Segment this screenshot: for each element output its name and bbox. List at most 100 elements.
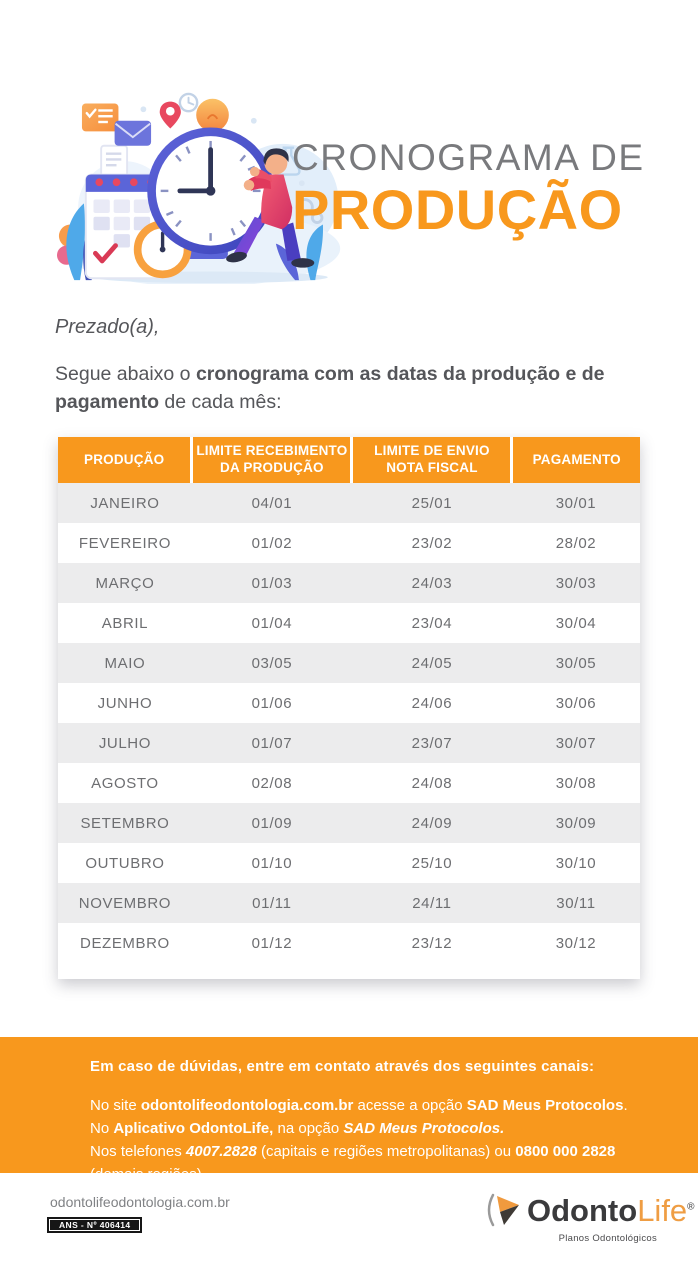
table-row: MARÇO 01/03 24/03 30/03 [58,563,640,603]
intro-text: Segue abaixo o cronograma com as datas d… [55,360,655,416]
date-cell: 30/01 [555,494,597,512]
date-cell: 01/12 [251,934,293,952]
date-cell: 04/01 [251,494,293,512]
paper-icon [100,144,129,180]
date-cell: 23/07 [411,734,453,752]
date-cell: 24/09 [411,814,453,832]
month-cell: SETEMBRO [80,814,170,832]
month-cell: FEVEREIRO [78,534,171,552]
contact-info-box: Em caso de dúvidas, entre em contato atr… [0,1037,698,1183]
date-cell: 23/04 [411,614,453,632]
date-cell: 30/04 [555,614,597,632]
clock-icon [147,127,274,255]
date-cell: 01/11 [252,894,292,912]
date-cell: 23/02 [411,534,453,552]
date-cell: 28/02 [555,534,597,552]
map-pin-icon [159,101,181,129]
table-row: NOVEMBRO 01/11 24/11 30/11 [58,883,640,923]
date-cell: 30/11 [556,894,596,912]
date-cell: 30/05 [555,654,597,672]
website-link-text[interactable]: odontolifeodontologia.com.br [140,1097,354,1114]
contact-line-website: No site odontolifeodontologia.com.br ace… [90,1097,628,1114]
date-cell: 24/03 [411,574,453,592]
odontolife-logo: OdontoLife® Planos Odontológicos [483,1188,695,1244]
date-cell: 01/10 [251,854,293,872]
registered-mark: ® [687,1201,695,1213]
month-cell: DEZEMBRO [80,934,170,952]
date-cell: 30/07 [555,734,597,752]
person-illustration [226,148,315,268]
intro-prefix: Segue abaixo o [55,363,196,385]
month-cell: OUTUBRO [85,854,165,872]
month-cell: MARÇO [95,574,155,592]
date-cell: 25/10 [411,854,453,872]
odontolife-logo-text: OdontoLife® [527,1192,695,1228]
table-row: ABRIL 01/04 23/04 30/04 [58,603,640,643]
column-header-limite-envio: LIMITE DE ENVIO NOTA FISCAL [350,437,512,483]
month-cell: JUNHO [97,694,153,712]
contact-line-app: No Aplicativo OdontoLife, na opção SAD M… [90,1120,505,1137]
small-clock-icon [178,92,199,113]
date-cell: 30/10 [555,854,597,872]
table-row: JANEIRO 04/01 25/01 30/01 [58,483,640,523]
column-header-pagamento: PAGAMENTO [510,437,640,483]
date-cell: 24/11 [412,894,452,912]
month-cell: JULHO [98,734,152,752]
contact-line-phones: Nos telefones 4007.2828 (capitais e regi… [90,1143,616,1183]
intro-suffix: de cada mês: [159,391,282,413]
intro-bold: cronograma com as datas da produção e de… [55,363,605,413]
date-cell: 23/12 [411,934,453,952]
date-cell: 30/03 [555,574,597,592]
date-cell: 30/08 [555,774,597,792]
schedule-table: PRODUÇÃO LIMITE RECEBIMENTO DA PRODUÇÃO L… [58,437,640,963]
date-cell: 24/06 [411,694,453,712]
envelope-icon [114,120,152,146]
date-cell: 01/07 [251,734,293,752]
month-cell: NOVEMBRO [78,894,172,912]
page-title: CRONOGRAMA DE PRODUÇÃO [292,137,652,241]
phone-number-1: 4007.2828 [185,1143,257,1160]
column-header-limite-recebimento: LIMITE RECEBIMENTO DA PRODUÇÃO [190,437,352,483]
date-cell: 30/06 [555,694,597,712]
date-cell: 03/05 [251,654,293,672]
table-row: SETEMBRO 01/09 24/09 30/09 [58,803,640,843]
title-line-1: CRONOGRAMA DE [292,137,645,178]
date-cell: 30/09 [555,814,597,832]
greeting-text: Prezado(a), [55,316,160,338]
odontolife-logo-mark-icon [487,1193,519,1227]
schedule-table-container: PRODUÇÃO LIMITE RECEBIMENTO DA PRODUÇÃO L… [58,437,640,979]
date-cell: 01/09 [251,814,293,832]
table-row: JUNHO 01/06 24/06 30/06 [58,683,640,723]
date-cell: 02/08 [251,774,293,792]
month-cell: MAIO [104,654,146,672]
logo-tagline: Planos Odontológicos [558,1233,657,1244]
table-row: OUTUBRO 01/10 25/10 30/10 [58,843,640,883]
table-row: AGOSTO 02/08 24/08 30/08 [58,763,640,803]
contact-heading: Em caso de dúvidas, entre em contato atr… [90,1058,595,1075]
date-cell: 01/04 [251,614,293,632]
footer-website-text[interactable]: odontolifeodontologia.com.br [50,1194,230,1210]
date-cell: 01/03 [251,574,293,592]
time-management-illustration-svg [57,92,341,287]
gear-icon [295,198,324,224]
month-cell: AGOSTO [91,774,159,792]
month-cell: ABRIL [101,614,149,632]
table-row: JULHO 01/07 23/07 30/07 [58,723,640,763]
date-cell: 25/01 [411,494,453,512]
date-cell: 30/12 [555,934,597,952]
checklist-card-icon [81,103,119,132]
month-cell: JANEIRO [90,494,160,512]
column-header-producao: PRODUÇÃO [58,437,192,483]
title-line-2: PRODUÇÃO [292,177,623,241]
ans-registration-badge: ANS - Nº 406414 [47,1217,143,1233]
table-row: MAIO 03/05 24/05 30/05 [58,643,640,683]
table-row: DEZEMBRO 01/12 23/12 30/12 [58,923,640,963]
date-cell: 24/05 [411,654,453,672]
date-cell: 01/02 [251,534,293,552]
date-cell: 01/06 [251,694,293,712]
table-row: FEVEREIRO 01/02 23/02 28/02 [58,523,640,563]
calendar-check-icon [93,243,118,264]
table-header-row: PRODUÇÃO LIMITE RECEBIMENTO DA PRODUÇÃO L… [58,437,640,483]
phone-number-2: 0800 000 2828 [515,1143,616,1160]
